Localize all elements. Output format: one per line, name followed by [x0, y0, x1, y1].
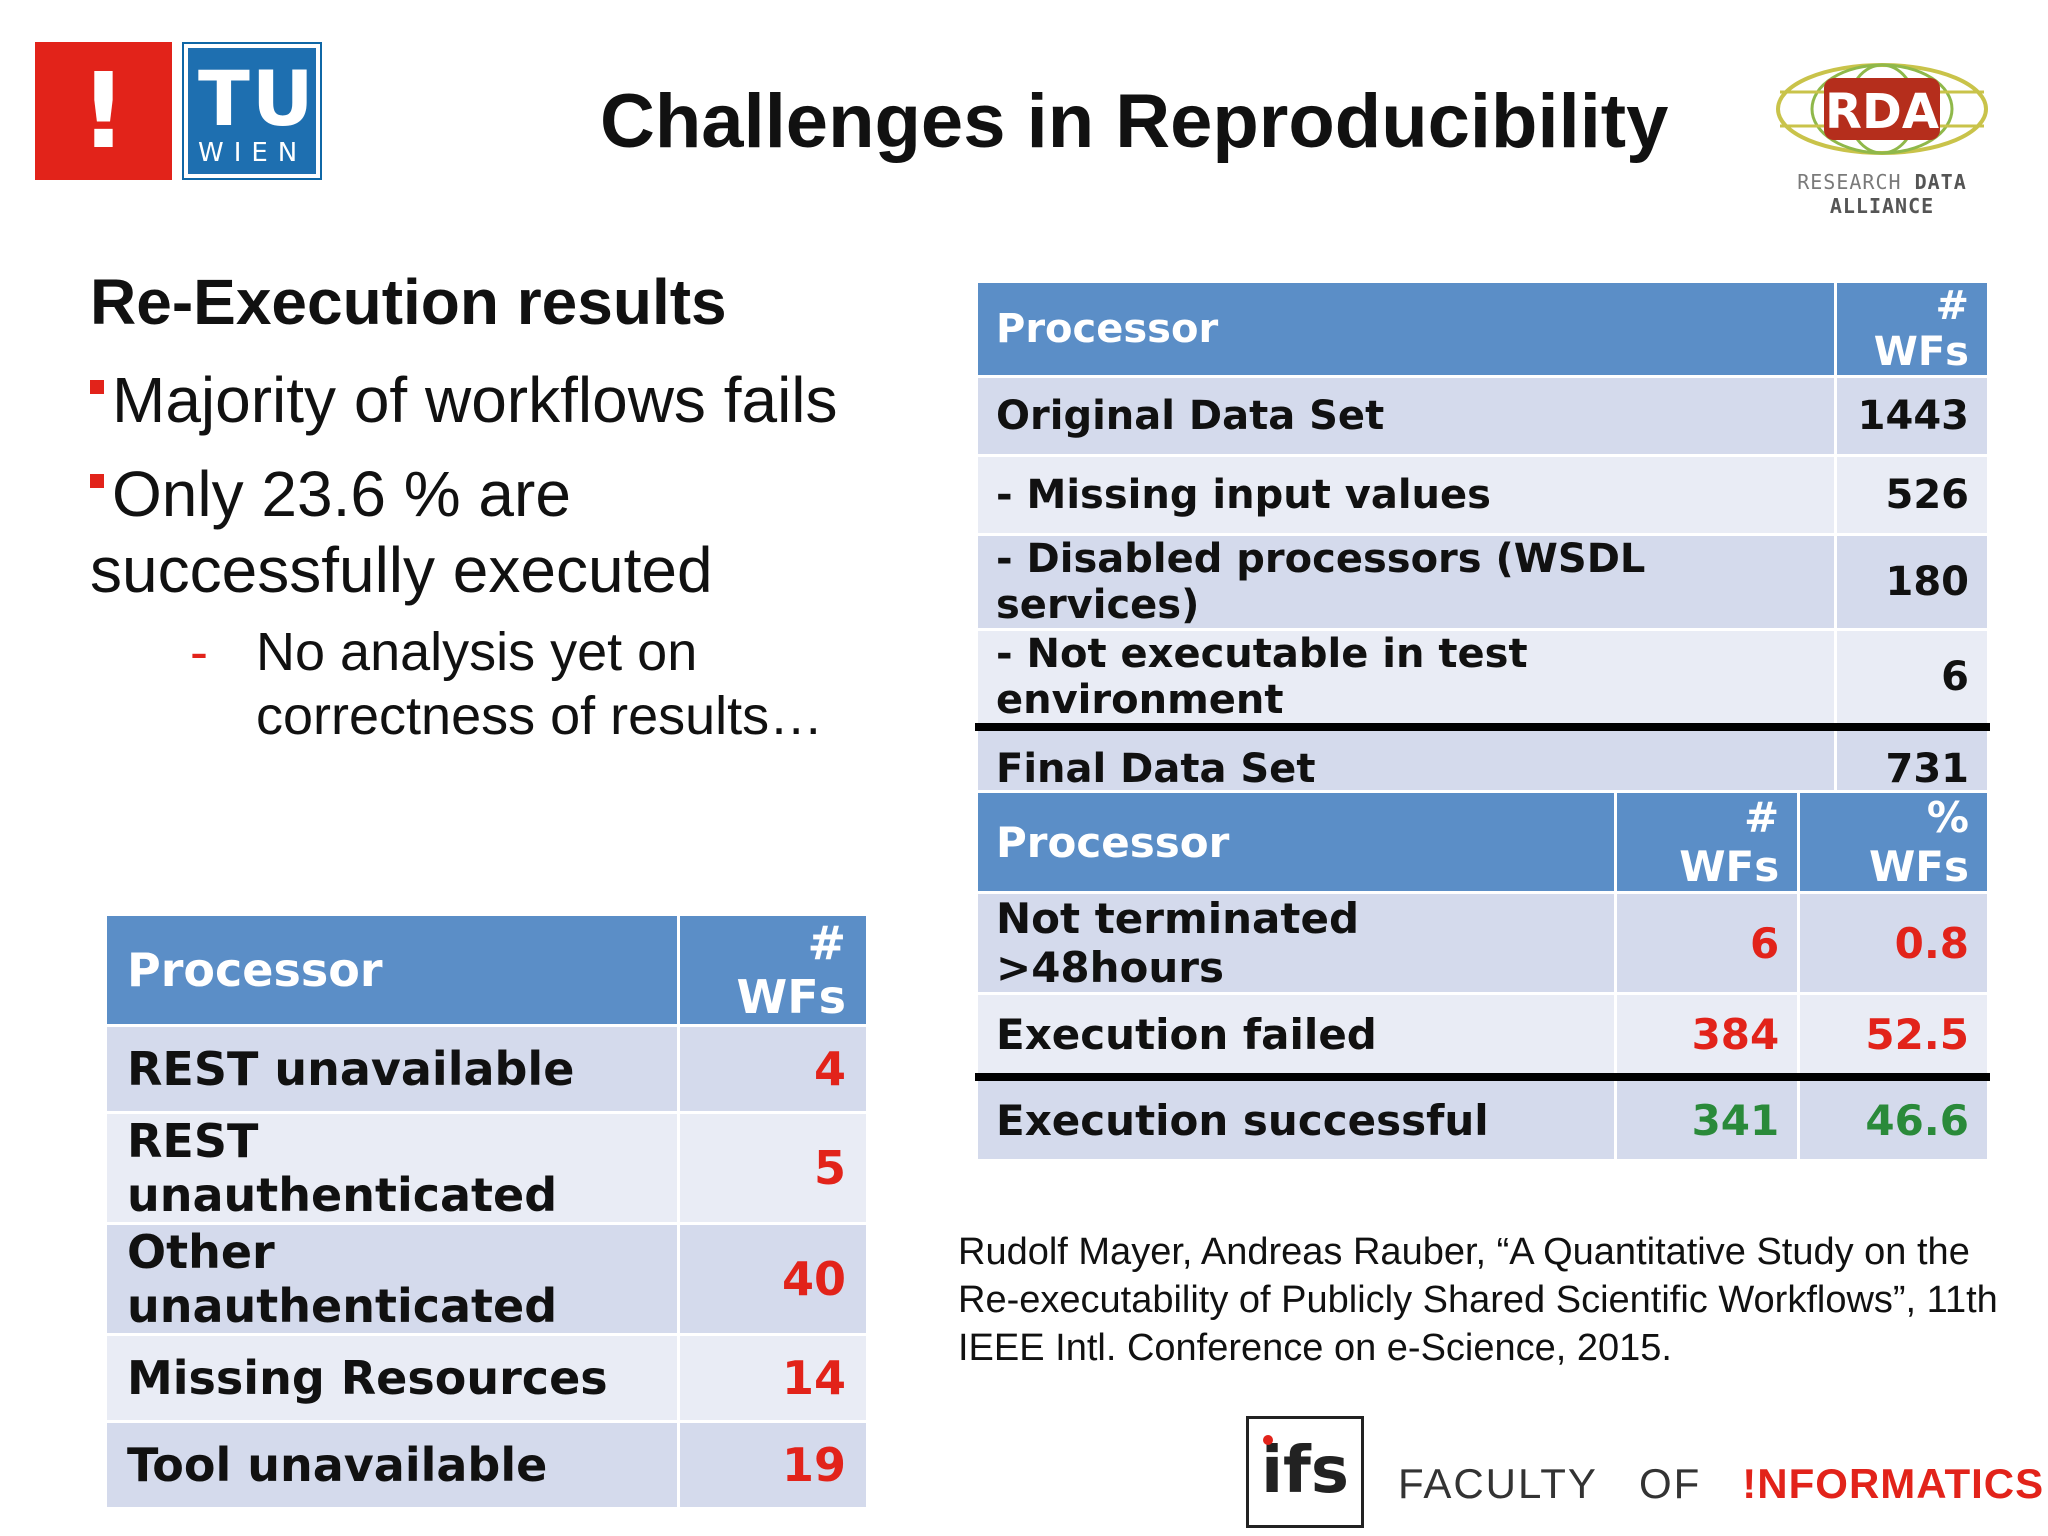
row-count: 384	[1613, 992, 1801, 1079]
row-label: Missing Resources	[104, 1333, 680, 1423]
table-row: REST unauthenticated 5	[104, 1111, 869, 1225]
table-row: Missing Resources 14	[104, 1333, 869, 1423]
column-header: Processor	[975, 280, 1837, 378]
execution-table: Processor # WFs % WFs Not terminated >48…	[975, 790, 1990, 1162]
row-value: 4	[677, 1024, 869, 1114]
rda-acronym: RDA	[1825, 84, 1939, 140]
table-header-row: Processor # WFs	[975, 280, 1990, 378]
row-label: - Missing input values	[975, 454, 1837, 536]
row-label: - Disabled processors (WSDL services)	[975, 533, 1837, 631]
bullet-marker	[90, 380, 104, 394]
column-header: # WFs	[1613, 790, 1801, 894]
row-count: 6	[1613, 891, 1801, 995]
table-row: Tool unavailable 19	[104, 1420, 869, 1510]
dataset-table: Processor # WFs Original Data Set 1443 -…	[975, 280, 1990, 810]
exclamation-logo-mark: !	[35, 42, 172, 180]
row-percent: 0.8	[1797, 891, 1990, 995]
row-count: 341	[1613, 1073, 1801, 1162]
section-heading: Re-Execution results	[90, 266, 727, 338]
bullet-item: Only 23.6 % are successfully executed	[90, 458, 713, 606]
bullet-item: Majority of workflows fails	[90, 362, 838, 438]
row-label: Original Data Set	[975, 375, 1837, 457]
row-value: 14	[677, 1333, 869, 1423]
column-header: Processor	[975, 790, 1617, 894]
row-value: 1443	[1834, 375, 1990, 457]
row-percent: 46.6	[1797, 1073, 1990, 1162]
slide-title: Challenges in Reproducibility	[600, 79, 1669, 164]
row-label: Other unauthenticated	[104, 1222, 680, 1336]
ifs-dot-icon	[1263, 1435, 1273, 1445]
failures-table: Processor # WFs REST unavailable 4 REST …	[104, 913, 869, 1510]
column-header: % WFs	[1797, 790, 1990, 894]
row-label: Execution failed	[975, 992, 1617, 1079]
row-value: 180	[1834, 533, 1990, 631]
tu-wien-logo: ! TU WIEN	[35, 42, 322, 180]
table-header-row: Processor # WFs	[104, 913, 869, 1027]
row-percent: 52.5	[1797, 992, 1990, 1079]
table-row: - Not executable in test environment 6	[975, 628, 1990, 729]
table-row: Execution successful 341 46.6	[975, 1073, 1990, 1162]
row-value: 5	[677, 1111, 869, 1225]
row-label: - Not executable in test environment	[975, 628, 1837, 729]
row-value: 6	[1834, 628, 1990, 729]
row-label: Tool unavailable	[104, 1420, 680, 1510]
citation: Rudolf Mayer, Andreas Rauber, “A Quantit…	[958, 1231, 1998, 1369]
table-header-row: Processor # WFs % WFs	[975, 790, 1990, 894]
rda-logo: RDA RESEARCH DATA ALLIANCE	[1762, 52, 2002, 218]
row-label: REST unavailable	[104, 1024, 680, 1114]
wien-letters: WIEN	[198, 138, 308, 168]
column-header: # WFs	[1834, 280, 1990, 378]
table-row: Other unauthenticated 40	[104, 1222, 869, 1336]
rda-globe-icon: RDA	[1776, 63, 1988, 155]
table-row: Execution failed 384 52.5	[975, 992, 1990, 1079]
table-row: REST unavailable 4	[104, 1024, 869, 1114]
faculty-wordmark: FACULTY OF !NFORMATICS	[1398, 1460, 2045, 1507]
column-header: Processor	[104, 913, 680, 1027]
row-label: Not terminated >48hours	[975, 891, 1617, 995]
table-row: - Missing input values 526	[975, 454, 1990, 536]
table-row: Not terminated >48hours 6 0.8	[975, 891, 1990, 995]
table-row: - Disabled processors (WSDL services) 18…	[975, 533, 1990, 631]
row-label: Execution successful	[975, 1073, 1617, 1162]
table-row: Original Data Set 1443	[975, 375, 1990, 457]
row-label: REST unauthenticated	[104, 1111, 680, 1225]
row-value: 19	[677, 1420, 869, 1510]
tu-letters: TU	[198, 54, 316, 143]
row-value: 526	[1834, 454, 1990, 536]
tu-wien-wordmark: TU WIEN	[182, 42, 322, 180]
column-header: # WFs	[677, 913, 869, 1027]
rda-caption: RESEARCH DATA ALLIANCE	[1797, 170, 1967, 218]
row-value: 40	[677, 1222, 869, 1336]
ifs-logo: ifs	[1246, 1416, 1364, 1528]
bullet-marker	[90, 474, 104, 488]
